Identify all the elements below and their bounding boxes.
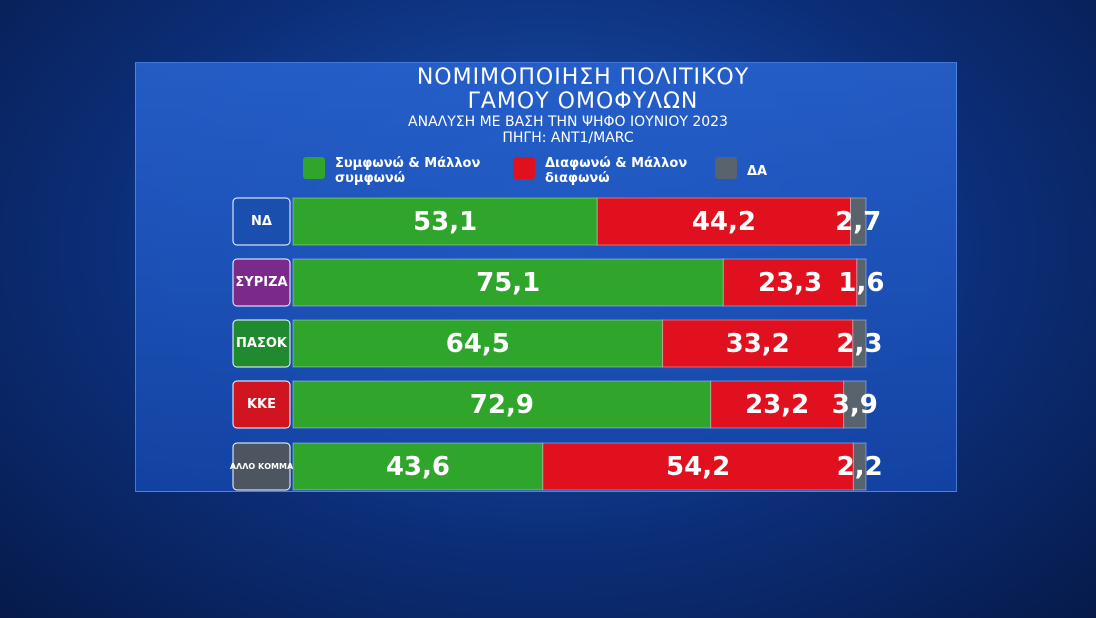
data-label: 75,1: [476, 268, 540, 298]
bar-segment: [292, 442, 544, 491]
y-tick-label: ΚΚΕ: [247, 397, 276, 412]
legend-swatch: [715, 157, 737, 179]
data-label: 33,2: [726, 329, 790, 359]
chart-subtitle: ΑΝΑΛΥΣΗ ΜΕ ΒΑΣΗ ΤΗΝ ΨΗΦΟ ΙΟΥΝΙΟΥ 2023: [408, 114, 728, 130]
legend-label: Συμφωνώ & Μάλλον συμφωνώ: [335, 156, 481, 186]
party-logo: [232, 442, 291, 491]
y-tick-label: ΑΛΛΟ ΚΟΜΜΑ: [230, 462, 294, 471]
y-tick-label: ΠΑΣΟΚ: [236, 336, 288, 351]
chart-title: ΝΟΜΙΜΟΠΟΙΗΣΗ ΠΟΛΙΤΙΚΟΥ ΓΑΜΟΥ ΟΜΟΦΥΛΩΝ: [416, 65, 750, 114]
bar-segment: [856, 258, 867, 307]
y-tick-label: ΝΔ: [251, 214, 272, 229]
bar-segment: [292, 319, 664, 368]
data-label: 2,7: [835, 207, 881, 237]
party-logo: [232, 258, 291, 307]
data-label: 64,5: [446, 329, 510, 359]
data-label: 23,3: [758, 268, 822, 298]
bar-segment: [542, 442, 854, 491]
data-label: 2,3: [836, 329, 882, 359]
data-label: 1,6: [838, 268, 884, 298]
party-logo: [232, 197, 291, 246]
bar-segment: [850, 197, 867, 246]
bar-segment: [852, 442, 867, 491]
data-label: 23,2: [745, 390, 809, 420]
bar-segment: [292, 258, 724, 307]
data-label: 54,2: [666, 452, 730, 482]
bar-segment: [843, 380, 867, 429]
bar-segment: [662, 319, 854, 368]
data-label: 3,9: [832, 390, 878, 420]
legend-label: Διαφωνώ & Μάλλον διαφωνώ: [545, 156, 688, 186]
data-label: 53,1: [413, 207, 477, 237]
party-logo: [232, 319, 291, 368]
y-tick-label: ΣΥΡΙΖΑ: [235, 275, 287, 290]
data-label: 43,6: [386, 452, 450, 482]
data-label: 2,2: [837, 452, 883, 482]
data-label: 44,2: [692, 207, 756, 237]
legend-swatch: [513, 157, 535, 179]
bar-segment: [722, 258, 858, 307]
bar-segment: [292, 380, 712, 429]
party-logo: [232, 380, 291, 429]
legend-label: ΔΑ: [747, 164, 768, 179]
data-label: 72,9: [470, 390, 534, 420]
bar-segment: [852, 319, 867, 368]
bar-segment: [710, 380, 845, 429]
legend-swatch: [303, 157, 325, 179]
chart-source: ΠΗΓΗ: ANT1/MARC: [502, 130, 634, 146]
